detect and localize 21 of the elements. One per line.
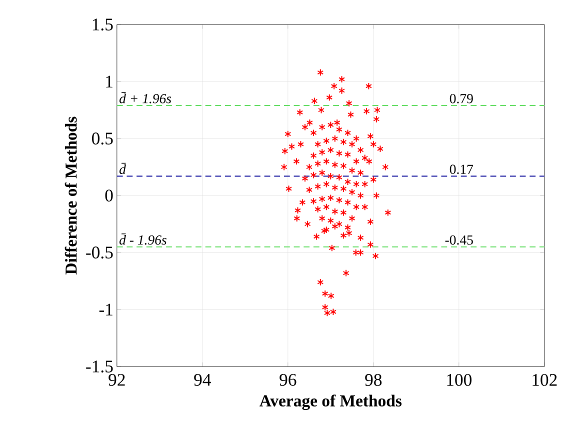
y-tick-label: 0.5 — [92, 132, 113, 144]
y-axis-title: Difference of Methods — [64, 116, 77, 274]
x-tick-label: 98 — [365, 374, 382, 386]
x-tick-label: 92 — [108, 374, 125, 386]
x-tick-label: 102 — [532, 374, 557, 386]
x-axis-title: Average of Methods — [260, 394, 402, 410]
x-tick-label: 100 — [447, 374, 472, 386]
y-tick-label: -0.5 — [86, 246, 113, 258]
ref-line-label: d̄ + 1.96s — [119, 92, 172, 104]
annotation: 0.17 — [450, 164, 474, 174]
annotation: 0.79 — [450, 94, 473, 104]
y-tick-label: 1 — [106, 76, 112, 88]
x-tick-label: 94 — [194, 374, 211, 386]
y-tick-label: 1.5 — [92, 18, 113, 30]
ref-line-label: d̄ — [119, 162, 126, 174]
y-tick-label: -1.5 — [86, 360, 113, 372]
y-tick-label: -1 — [99, 304, 112, 316]
annotation: -0.45 — [445, 235, 473, 245]
ref-line-label: d̄ - 1.96s — [119, 233, 166, 245]
x-tick-label: 96 — [280, 374, 296, 386]
y-tick-label: 0 — [105, 189, 113, 202]
